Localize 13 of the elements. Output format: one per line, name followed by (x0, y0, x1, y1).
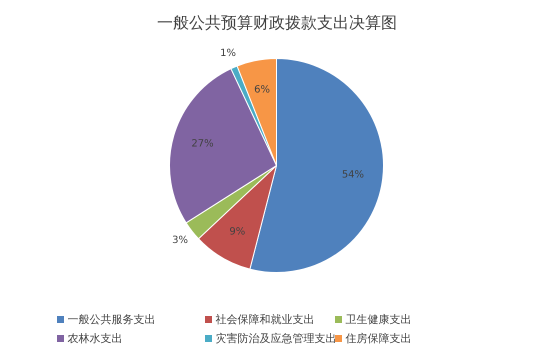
chart-title: 一般公共预算财政拨款支出决算图 (157, 13, 397, 32)
data-label: 27% (191, 138, 214, 150)
data-label: 9% (229, 226, 246, 238)
data-label: 6% (254, 84, 270, 96)
data-label: 1% (220, 48, 236, 60)
data-label: 54% (342, 170, 364, 181)
legend-label: 农林水支出 (68, 332, 122, 345)
legend-label: 住房保障支出 (346, 332, 412, 345)
legend-label: 灾害防治及应急管理支出 (216, 332, 336, 345)
legend-label: 卫生健康支出 (346, 313, 412, 326)
legend-label: 社会保障和就业支出 (216, 313, 314, 326)
legend-label: 一般公共服务支出 (68, 313, 156, 326)
data-label: 3% (172, 234, 188, 246)
